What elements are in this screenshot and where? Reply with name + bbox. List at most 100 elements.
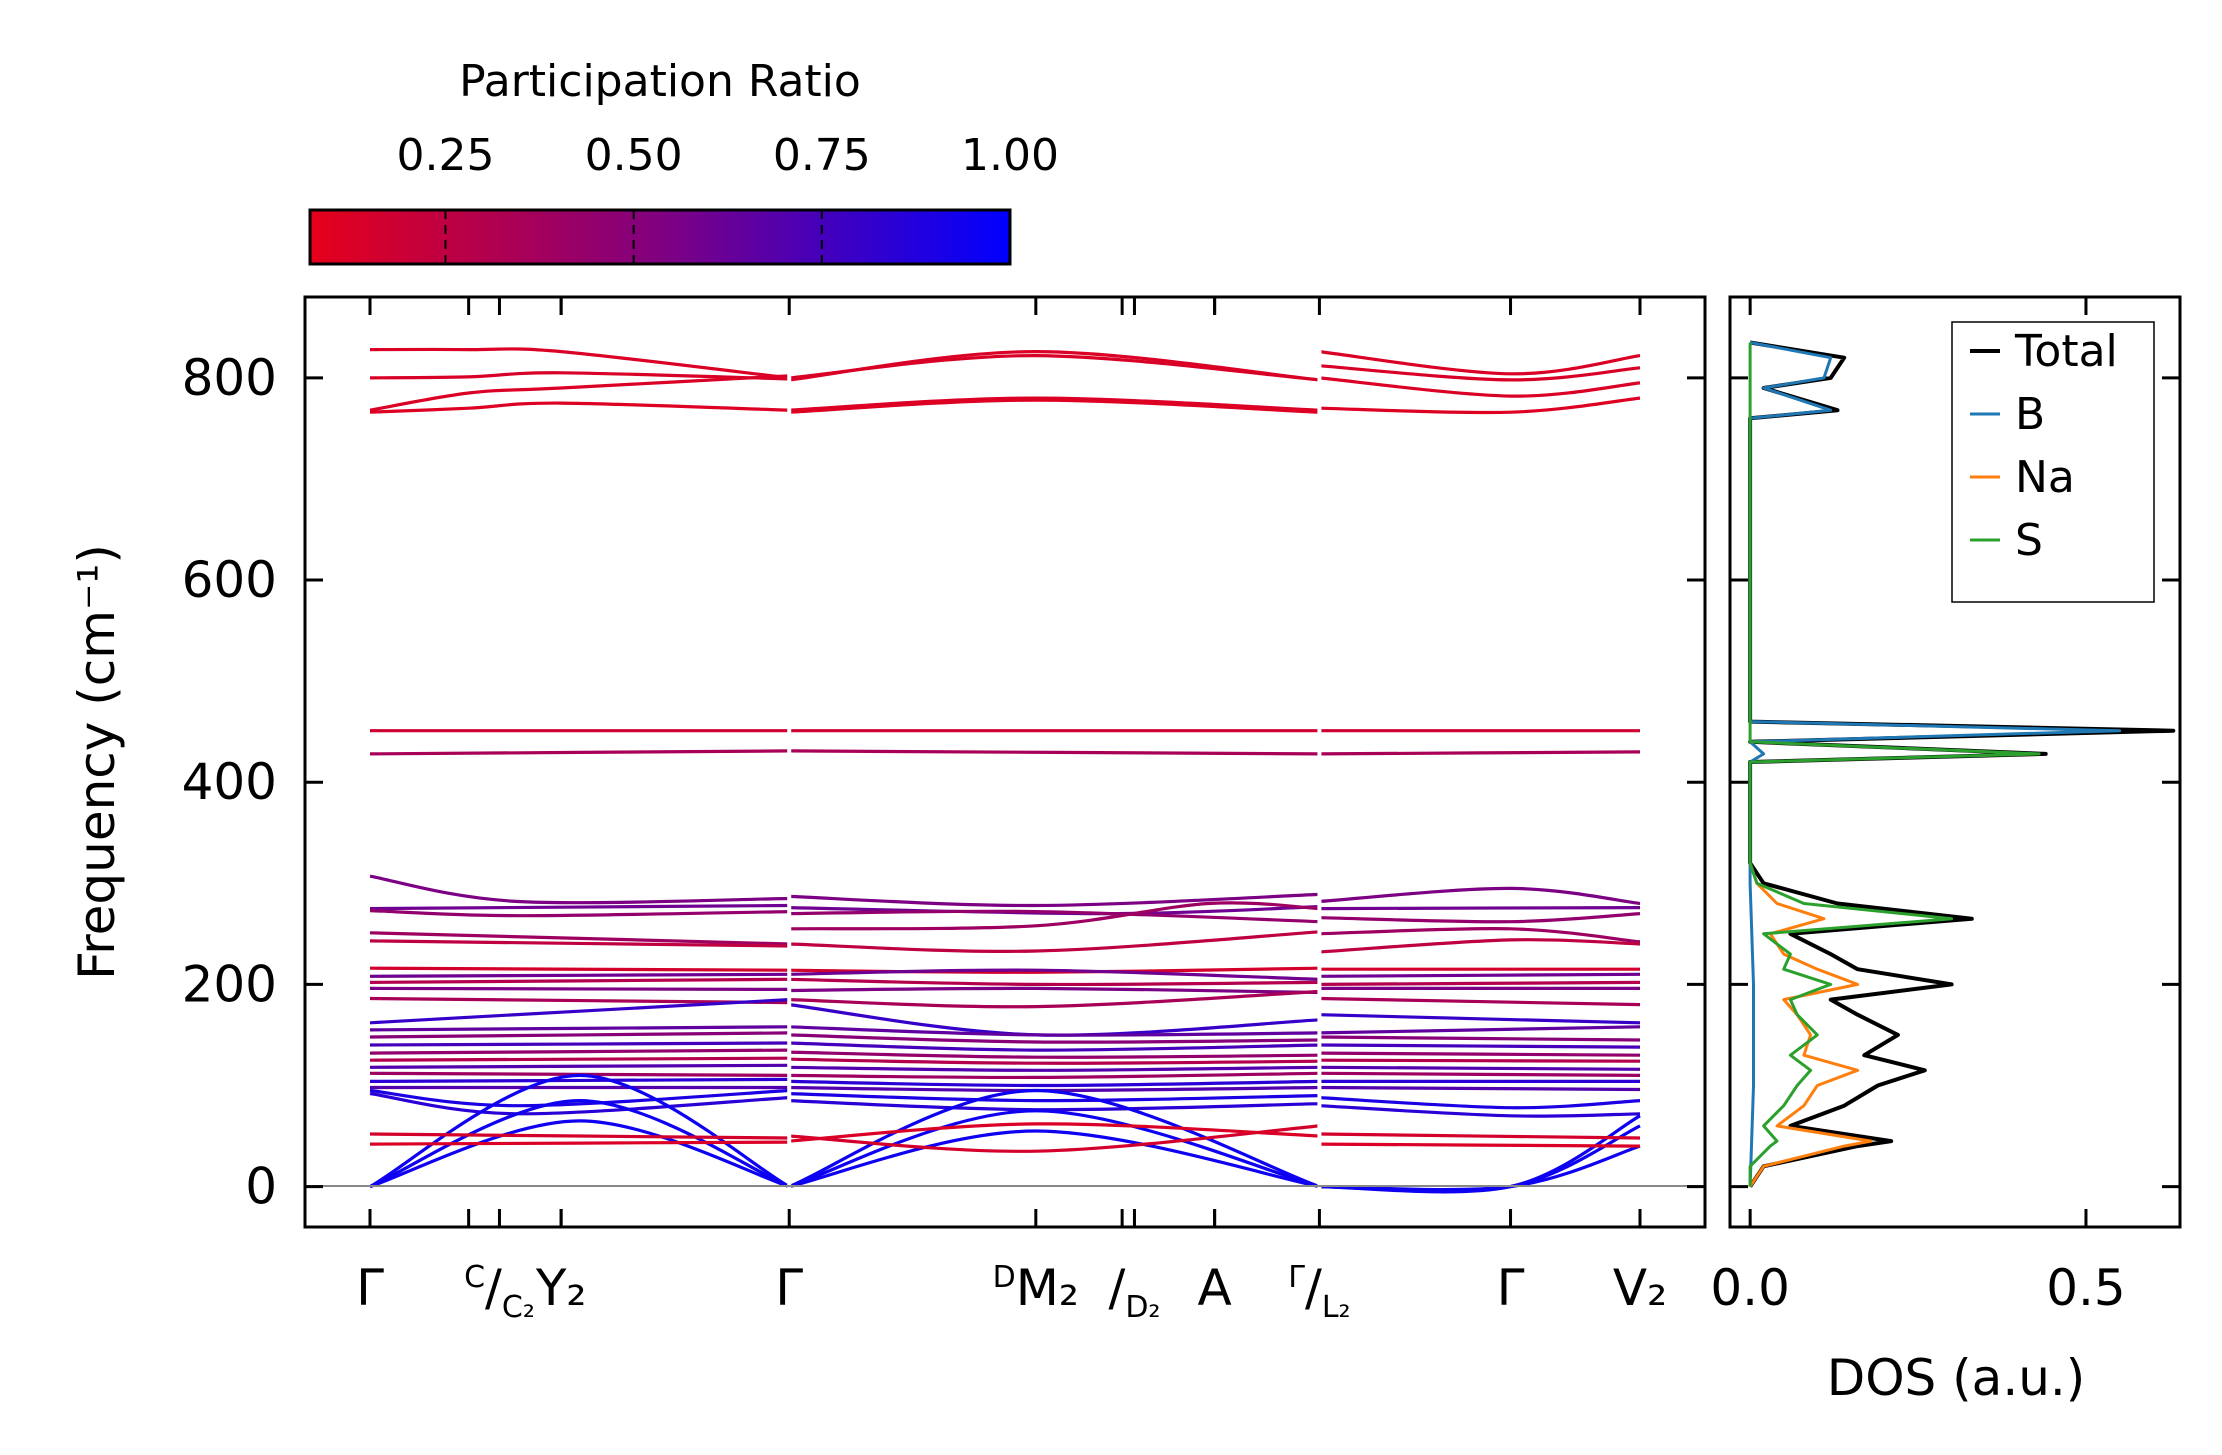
phonon-band bbox=[369, 374, 790, 412]
phonon-band bbox=[789, 892, 1320, 908]
colorbar: Participation Ratio 0.25 0.50 0.75 1.00 bbox=[308, 56, 1059, 266]
phonon-band bbox=[1319, 396, 1641, 415]
phonon-band bbox=[789, 749, 1320, 756]
phonon-band bbox=[369, 986, 790, 991]
phonon-band bbox=[789, 396, 1320, 412]
phonon-band bbox=[369, 371, 790, 381]
phonon-band bbox=[789, 353, 1320, 382]
phonon-band bbox=[1319, 1043, 1641, 1049]
dos-frame bbox=[1728, 295, 2182, 1229]
phonon-band bbox=[1319, 980, 1641, 986]
phonon-band bbox=[789, 1071, 1320, 1080]
phonon-band bbox=[789, 968, 1320, 981]
colorbar-tick-label: 0.50 bbox=[585, 130, 683, 181]
phonon-band bbox=[369, 1056, 790, 1062]
high-symmetry-label: /D₂ bbox=[1108, 1259, 1160, 1325]
phonon-band bbox=[1319, 364, 1641, 382]
legend-label: Total bbox=[2014, 326, 2118, 377]
phonon-band bbox=[1319, 1142, 1641, 1148]
phonon-band bbox=[369, 909, 790, 918]
colorbar-tick-label: 0.25 bbox=[396, 130, 494, 181]
phonon-band bbox=[1319, 750, 1641, 756]
phonon-band bbox=[789, 1057, 1320, 1065]
phonon-band bbox=[1319, 1025, 1641, 1035]
phonon-band bbox=[369, 1041, 790, 1047]
phonon-band bbox=[1319, 1013, 1641, 1025]
y-tick-label: 400 bbox=[182, 753, 277, 811]
phonon-band bbox=[369, 1088, 790, 1108]
high-symmetry-label: DM₂ bbox=[993, 1259, 1079, 1317]
phonon-band bbox=[1319, 972, 1641, 978]
phonon-band bbox=[788, 1088, 1320, 1189]
phonon-band bbox=[1319, 1132, 1641, 1140]
phonon-band bbox=[1319, 886, 1641, 906]
phonon-band bbox=[1319, 1058, 1641, 1063]
phonon-band bbox=[1319, 1035, 1641, 1042]
phonon-band bbox=[369, 401, 790, 414]
phonon-band bbox=[369, 966, 790, 972]
legend-label: Na bbox=[2015, 452, 2075, 503]
phonon-band bbox=[1319, 926, 1641, 944]
phonon-band bbox=[369, 1092, 790, 1116]
phonon-band bbox=[1319, 1071, 1641, 1077]
phonon-band bbox=[369, 749, 790, 756]
phonon-band bbox=[369, 1063, 790, 1069]
colorbar-gradient bbox=[308, 208, 1012, 266]
phonon-band bbox=[369, 874, 790, 905]
phonon-band bbox=[369, 903, 790, 911]
phonon-band bbox=[789, 930, 1320, 953]
phonon-band bbox=[788, 1129, 1320, 1189]
phonon-band bbox=[369, 1048, 790, 1055]
legend: Total B Na S bbox=[1951, 321, 2155, 603]
x-axis-label: DOS (a.u.) bbox=[1827, 1349, 2086, 1407]
phonon-band bbox=[1319, 1104, 1641, 1118]
phonon-band bbox=[1319, 350, 1641, 376]
phonon-band bbox=[789, 1025, 1320, 1037]
phonon-band bbox=[789, 989, 1320, 1009]
dos-series-na bbox=[1748, 862, 1873, 1188]
phonon-band bbox=[369, 972, 790, 978]
phonon-band bbox=[789, 977, 1320, 987]
phonon-band bbox=[369, 931, 790, 946]
phonon-band bbox=[1319, 1051, 1641, 1057]
phonon-band bbox=[1319, 376, 1641, 398]
phonon-band bbox=[369, 1132, 790, 1140]
phonon-band bbox=[789, 966, 1320, 974]
legend-label: B bbox=[2015, 389, 2045, 440]
phonon-band bbox=[789, 398, 1320, 414]
y-tick-label: 800 bbox=[182, 349, 277, 407]
high-symmetry-label: A bbox=[1198, 1259, 1232, 1317]
phonon-band bbox=[1319, 1065, 1641, 1071]
dos-series-b bbox=[1748, 341, 2122, 1187]
phonon-band bbox=[789, 986, 1320, 995]
high-symmetry-label: C/C₂ bbox=[464, 1259, 535, 1325]
phonon-band bbox=[369, 1119, 790, 1189]
phonon-band bbox=[1319, 912, 1641, 924]
phonon-band bbox=[789, 1041, 1320, 1052]
high-symmetry-label: Γ/L₂ bbox=[1288, 1259, 1350, 1325]
legend-box bbox=[1951, 321, 2155, 603]
phonon-band bbox=[369, 347, 790, 380]
phonon-band bbox=[1319, 996, 1641, 1007]
phonon-band bbox=[1319, 1096, 1641, 1110]
phonon-band bbox=[789, 1092, 1320, 1103]
high-symmetry-label: Y₂ bbox=[535, 1259, 587, 1317]
colorbar-title: Participation Ratio bbox=[459, 56, 861, 107]
phonon-band bbox=[1319, 906, 1641, 911]
phonon-band bbox=[369, 1025, 790, 1032]
colorbar-tick-label: 0.75 bbox=[773, 130, 871, 181]
high-symmetry-label: Γ bbox=[1497, 1259, 1525, 1317]
dos-panel: 0.0 0.5 DOS (a.u.) Total B Na S bbox=[1710, 295, 2182, 1407]
legend-label: S bbox=[2015, 515, 2043, 566]
phonon-band bbox=[789, 1122, 1320, 1143]
phonon-band bbox=[1319, 1085, 1641, 1092]
phonon-band bbox=[369, 1077, 790, 1083]
phonon-band bbox=[789, 1050, 1320, 1059]
colorbar-tick-label: 1.00 bbox=[961, 130, 1059, 181]
y-axis-label: Frequency (cm⁻¹) bbox=[68, 544, 126, 980]
dos-x-tick-label: 0.0 bbox=[1710, 1259, 1790, 1317]
phonon-band bbox=[369, 1098, 790, 1189]
phonon-band bbox=[369, 977, 790, 984]
phonon-band bbox=[789, 1033, 1320, 1044]
phonon-band bbox=[788, 1109, 1320, 1189]
